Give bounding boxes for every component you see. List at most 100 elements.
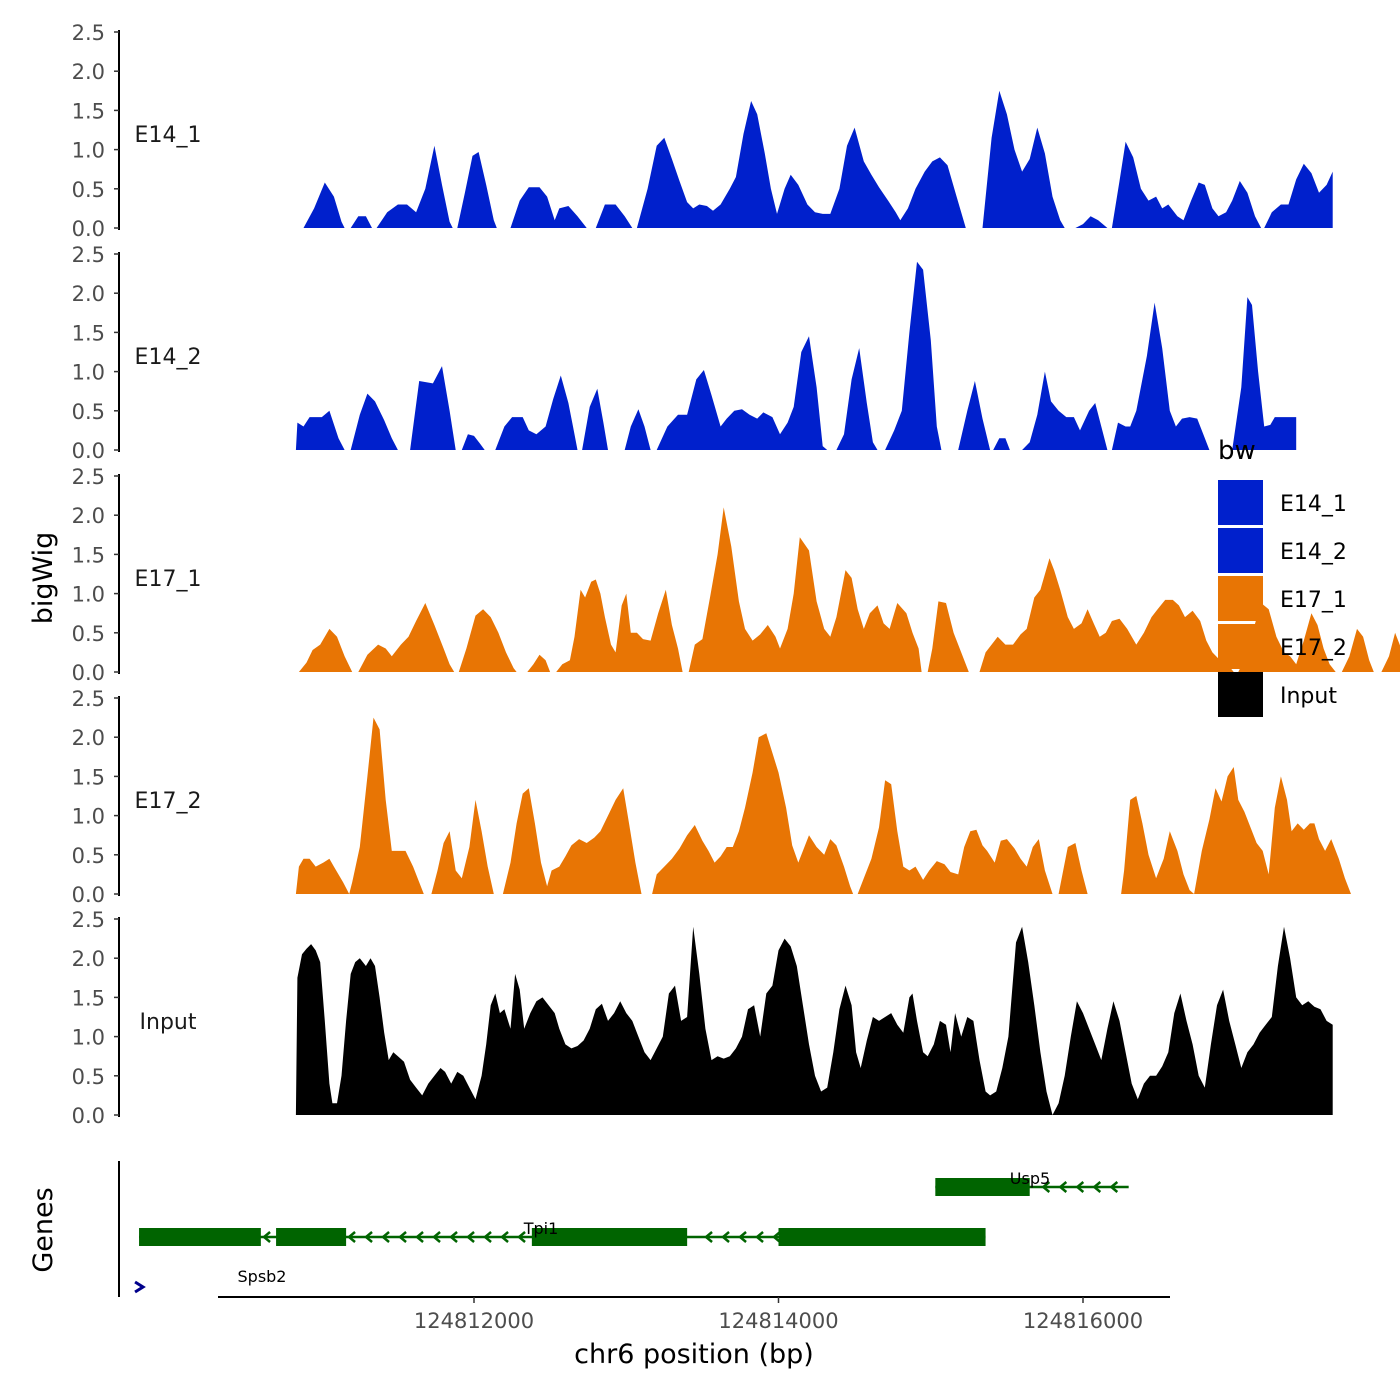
gene-strand-arrow <box>772 1231 781 1243</box>
y-tick-label: 0.0 <box>72 439 105 463</box>
x-tick-label: 124812000 <box>414 1309 534 1333</box>
legend-swatch-E14_1 <box>1218 480 1263 525</box>
gene-exon <box>531 1228 688 1246</box>
gene-strand-arrow <box>704 1231 713 1243</box>
legend-label: E14_2 <box>1280 540 1347 565</box>
y-tick-label: 1.5 <box>72 543 105 567</box>
legend-swatch-Input <box>1218 672 1263 717</box>
y-tick-label: 1.5 <box>72 99 105 123</box>
y-tick-label: 0.0 <box>72 217 105 241</box>
track-label: E17_2 <box>135 789 202 814</box>
y-tick-label: 1.0 <box>72 139 105 163</box>
gene-strand-arrow <box>381 1231 390 1243</box>
legend-label: E17_1 <box>1280 588 1347 613</box>
gene-strand-arrow <box>466 1231 475 1243</box>
track-Input: 0.0 0.5 1.0 1.5 2.0 2.5 Input <box>72 908 1333 1128</box>
y-tick-label: 0.5 <box>72 622 105 646</box>
gene-exon <box>935 1178 1030 1196</box>
track-label: E17_1 <box>135 567 202 592</box>
x-axis: 124812000 124814000 124816000 <box>218 1296 1170 1333</box>
gene-strand-arrow <box>1041 1181 1051 1193</box>
y-tick-label: 1.5 <box>72 765 105 789</box>
gene-exon <box>276 1228 347 1246</box>
y-tick-label: 0.0 <box>72 1104 105 1128</box>
gene-strand-arrow <box>398 1231 407 1243</box>
genes-track-title: Genes <box>28 1187 59 1272</box>
y-axis-title: bigWig <box>28 532 59 625</box>
y-tick-label: 2.5 <box>72 243 105 267</box>
y-tick-label: 2.0 <box>72 504 105 528</box>
y-tick-label: 0.0 <box>72 661 105 685</box>
gene-strand-arrow <box>134 1280 146 1294</box>
track-E17_2: 0.0 0.5 1.0 1.5 2.0 2.5 E17_2 <box>72 687 1361 907</box>
gene-strand-arrow <box>1058 1181 1068 1193</box>
gene-strand-arrow <box>449 1231 458 1243</box>
y-tick-label: 0.0 <box>72 883 105 907</box>
coverage-area-Input <box>295 926 1333 1115</box>
gene-strand-arrow <box>721 1231 730 1243</box>
x-tick-label: 124816000 <box>1023 1309 1143 1333</box>
legend-label: E14_1 <box>1280 492 1347 517</box>
gene-strand-arrow <box>500 1231 509 1243</box>
track-E14_1: 0.0 0.5 1.0 1.5 2.0 2.5 E14_1 <box>72 21 1333 241</box>
track-E17_1: 0.0 0.5 1.0 1.5 2.0 2.5 E17_1 <box>72 465 1400 685</box>
legend-swatch-E17_1 <box>1218 576 1263 621</box>
gene-strand-arrow <box>738 1231 747 1243</box>
track-E14_2: 0.0 0.5 1.0 1.5 2.0 2.5 E14_2 <box>72 243 1297 463</box>
gene-label: Tpi1 <box>523 1219 559 1238</box>
y-tick-label: 0.5 <box>72 400 105 424</box>
coverage-area-E17_2 <box>295 717 1361 894</box>
y-tick-label: 1.5 <box>72 321 105 345</box>
legend-title: bw <box>1218 436 1256 466</box>
gene-tpi1: Tpi1 <box>139 1219 986 1246</box>
coverage-area-E14_1 <box>303 90 1333 228</box>
y-tick-label: 1.0 <box>72 583 105 607</box>
gene-strand-arrow <box>1092 1181 1102 1193</box>
y-tick-label: 2.5 <box>72 908 105 932</box>
gene-strand-arrow <box>364 1231 373 1243</box>
coverage-area-E17_1 <box>298 507 1400 672</box>
y-tick-label: 0.5 <box>72 1065 105 1089</box>
gene-label: Spsb2 <box>238 1267 287 1286</box>
legend-swatch-E14_2 <box>1218 528 1263 573</box>
y-tick-label: 1.5 <box>72 986 105 1010</box>
y-tick-label: 0.5 <box>72 844 105 868</box>
y-tick-label: 2.5 <box>72 687 105 711</box>
legend: bw E14_1 E14_2 E17_1 E17_2 Input <box>1218 436 1347 717</box>
gene-spsb2: Spsb2 <box>134 1267 287 1294</box>
gene-strand-arrow <box>483 1231 492 1243</box>
x-axis-title: chr6 position (bp) <box>574 1339 814 1370</box>
gene-label: Usp5 <box>1010 1169 1050 1188</box>
legend-swatch-E17_2 <box>1218 624 1263 669</box>
y-tick-label: 2.0 <box>72 947 105 971</box>
y-tick-label: 2.5 <box>72 21 105 45</box>
x-tick-label: 124814000 <box>718 1309 838 1333</box>
gene-strand-arrow <box>517 1231 526 1243</box>
gene-exon <box>139 1228 261 1246</box>
gene-strand-arrow <box>415 1231 424 1243</box>
gene-strand-arrow <box>347 1231 356 1243</box>
legend-label: E17_2 <box>1280 636 1347 661</box>
y-tick-label: 1.0 <box>72 1026 105 1050</box>
gene-strand-arrow <box>755 1231 764 1243</box>
track-label: E14_1 <box>135 123 202 148</box>
gene-strand-arrow <box>432 1231 441 1243</box>
y-tick-label: 2.0 <box>72 282 105 306</box>
y-tick-label: 2.0 <box>72 60 105 84</box>
track-label: Input <box>140 1010 197 1035</box>
track-label: E14_2 <box>135 345 202 370</box>
y-tick-label: 2.5 <box>72 465 105 489</box>
y-tick-label: 0.5 <box>72 178 105 202</box>
gene-usp5: Usp5 <box>935 1169 1129 1196</box>
gene-strand-arrow <box>262 1231 271 1243</box>
legend-label: Input <box>1280 684 1337 709</box>
genes-track: Spsb2 Tpi1 Usp5 <box>118 1161 1129 1297</box>
coverage-area-E14_2 <box>295 261 1297 450</box>
y-tick-label: 2.0 <box>72 726 105 750</box>
gene-strand-arrow <box>1075 1181 1085 1193</box>
coverage-tracks: 0.0 0.5 1.0 1.5 2.0 2.5 E14_1 0.0 0.5 1.0 1.5 2.0 2.… <box>72 21 1400 1128</box>
y-tick-label: 1.0 <box>72 805 105 829</box>
y-tick-label: 1.0 <box>72 361 105 385</box>
gene-strand-arrow <box>1109 1181 1119 1193</box>
